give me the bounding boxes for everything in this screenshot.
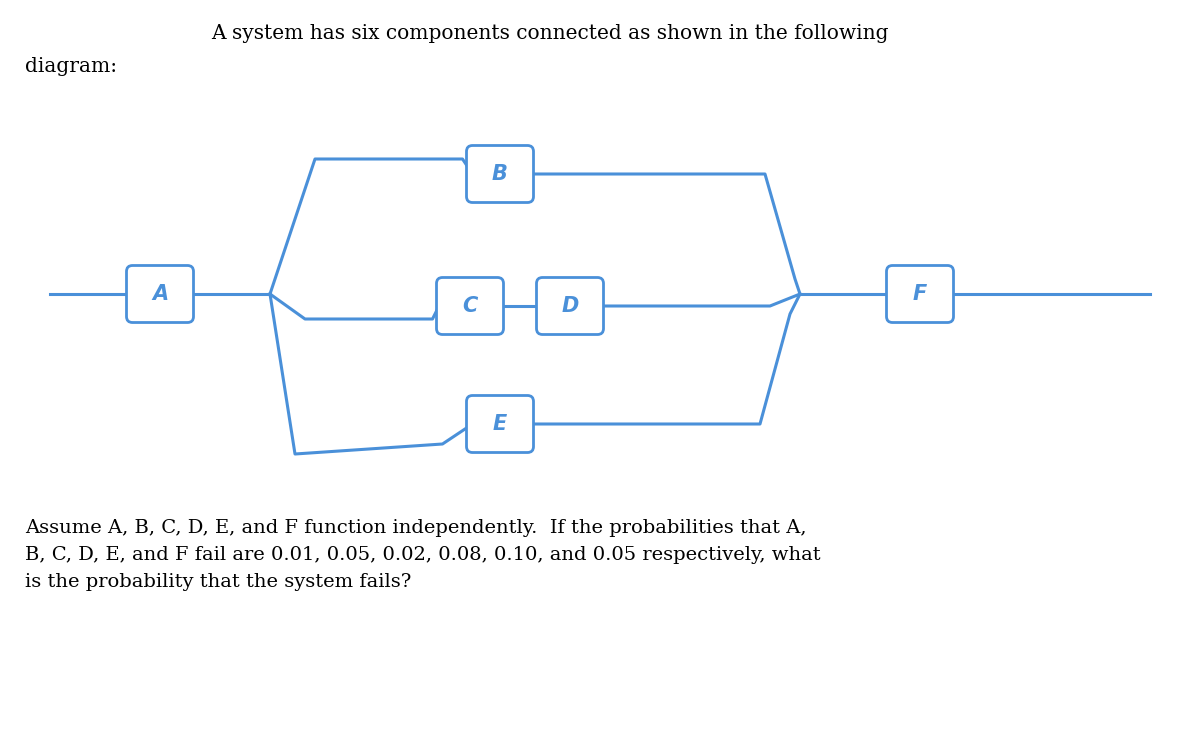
Text: A: A	[152, 284, 168, 304]
FancyBboxPatch shape	[437, 278, 504, 335]
Text: A system has six components connected as shown in the following: A system has six components connected as…	[211, 24, 889, 43]
Text: F: F	[913, 284, 928, 304]
FancyBboxPatch shape	[887, 265, 954, 322]
Text: B: B	[492, 164, 508, 184]
FancyBboxPatch shape	[467, 396, 534, 453]
Text: Assume A, B, C, D, E, and F function independently.  If the probabilities that A: Assume A, B, C, D, E, and F function ind…	[25, 519, 821, 591]
Text: E: E	[493, 414, 508, 434]
FancyBboxPatch shape	[467, 146, 534, 203]
Text: C: C	[462, 296, 478, 316]
FancyBboxPatch shape	[126, 265, 193, 322]
Text: diagram:: diagram:	[25, 57, 118, 76]
Text: D: D	[562, 296, 578, 316]
FancyBboxPatch shape	[536, 278, 604, 335]
